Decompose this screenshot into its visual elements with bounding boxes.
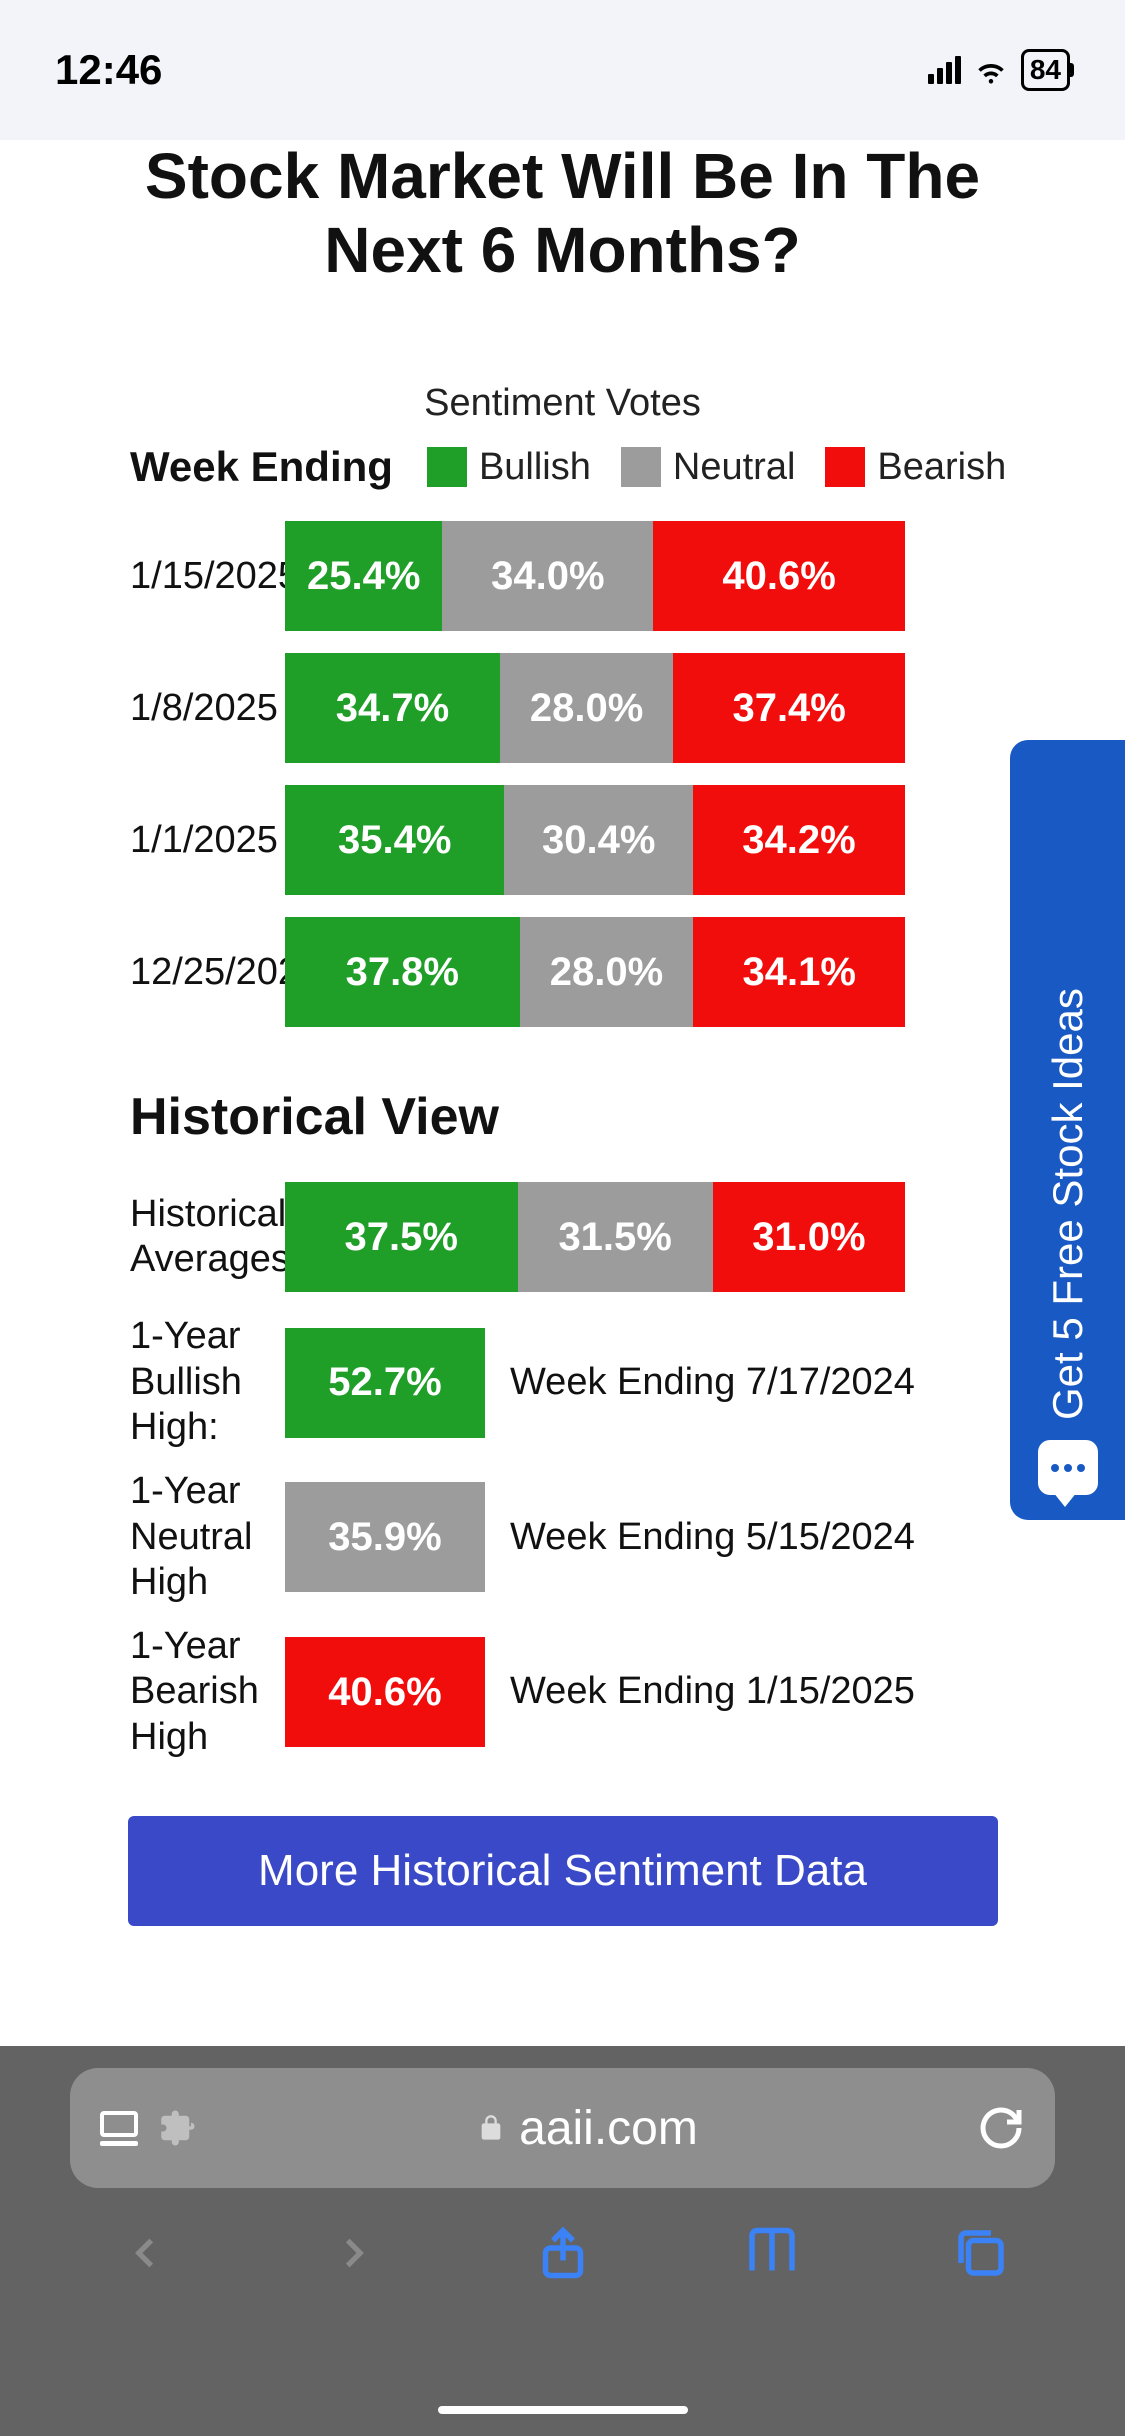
page-title: Stock Market Will Be In The Next 6 Month… bbox=[40, 140, 1085, 327]
bullish-high-value: 52.7% bbox=[285, 1328, 485, 1438]
bearish-segment: 40.6% bbox=[653, 521, 905, 631]
neutral-high-label: 1-Year Neutral High bbox=[40, 1469, 285, 1606]
bullish-segment: 34.7% bbox=[285, 653, 500, 763]
bearish-segment: 31.0% bbox=[713, 1182, 905, 1292]
neutral-segment: 28.0% bbox=[500, 653, 673, 763]
url-text: aaii.com bbox=[519, 2101, 698, 2156]
legend-bearish: Bearish bbox=[877, 446, 1006, 489]
more-historical-button[interactable]: More Historical Sentiment Data bbox=[128, 1816, 998, 1926]
url-bar[interactable]: aaii.com bbox=[70, 2068, 1055, 2188]
bearish-segment: 34.1% bbox=[693, 917, 905, 1027]
bullish-high-note: Week Ending 7/17/2024 bbox=[510, 1360, 915, 1406]
status-right: 84 bbox=[928, 49, 1070, 91]
neutral-segment: 31.5% bbox=[518, 1182, 713, 1292]
historical-averages-row: Historical Averages 37.5%31.5%31.0% bbox=[40, 1182, 1085, 1292]
page-content: Stock Market Will Be In The Next 6 Month… bbox=[0, 140, 1125, 1926]
bearish-high-label: 1-Year Bearish High bbox=[40, 1624, 285, 1761]
forward-button[interactable] bbox=[324, 2223, 384, 2283]
bearish-high-value: 40.6% bbox=[285, 1637, 485, 1747]
sentiment-bar: 25.4%34.0%40.6% bbox=[285, 521, 905, 631]
sentiment-row-date: 1/1/2025 bbox=[40, 819, 285, 862]
neutral-high-note: Week Ending 5/15/2024 bbox=[510, 1515, 915, 1561]
bearish-segment: 37.4% bbox=[673, 653, 905, 763]
cellular-signal-icon bbox=[928, 56, 961, 84]
free-stock-ideas-tab[interactable]: Get 5 Free Stock Ideas bbox=[1010, 740, 1125, 1520]
reload-icon[interactable] bbox=[977, 2104, 1025, 2152]
sentiment-bar: 34.7%28.0%37.4% bbox=[285, 653, 905, 763]
neutral-high-row: 1-Year Neutral High 35.9% Week Ending 5/… bbox=[40, 1469, 1085, 1606]
legend-neutral: Neutral bbox=[673, 446, 796, 489]
legend-row: Week Ending Bullish Neutral Bearish bbox=[40, 443, 1085, 491]
sentiment-row: 1/1/202535.4%30.4%34.2% bbox=[40, 785, 1085, 895]
back-button[interactable] bbox=[115, 2223, 175, 2283]
bullish-swatch bbox=[427, 447, 467, 487]
bearish-segment: 34.2% bbox=[693, 785, 905, 895]
neutral-swatch bbox=[621, 447, 661, 487]
bullish-high-label: 1-Year Bullish High: bbox=[40, 1314, 285, 1451]
bookmarks-button[interactable] bbox=[742, 2223, 802, 2283]
neutral-segment: 34.0% bbox=[442, 521, 653, 631]
bullish-high-row: 1-Year Bullish High: 52.7% Week Ending 7… bbox=[40, 1314, 1085, 1451]
bullish-segment: 25.4% bbox=[285, 521, 442, 631]
bearish-high-row: 1-Year Bearish High 40.6% Week Ending 1/… bbox=[40, 1624, 1085, 1761]
status-bar: 12:46 84 bbox=[0, 0, 1125, 140]
sentiment-row-date: 1/8/2025 bbox=[40, 687, 285, 730]
bullish-segment: 35.4% bbox=[285, 785, 504, 895]
legend-bullish: Bullish bbox=[479, 446, 591, 489]
sentiment-row: 12/25/202437.8%28.0%34.1% bbox=[40, 917, 1085, 1027]
neutral-segment: 28.0% bbox=[520, 917, 694, 1027]
status-time: 12:46 bbox=[55, 46, 162, 94]
sentiment-subtitle: Sentiment Votes bbox=[40, 382, 1085, 425]
tabs-button[interactable] bbox=[951, 2223, 1011, 2283]
battery-icon: 84 bbox=[1021, 49, 1070, 91]
battery-level: 84 bbox=[1030, 54, 1061, 86]
bearish-high-note: Week Ending 1/15/2025 bbox=[510, 1669, 915, 1715]
home-indicator[interactable] bbox=[438, 2406, 688, 2414]
browser-toolbar bbox=[0, 2188, 1125, 2283]
neutral-segment: 30.4% bbox=[504, 785, 692, 895]
sentiment-row-date: 12/25/2024 bbox=[40, 951, 285, 994]
sentiment-bar: 35.4%30.4%34.2% bbox=[285, 785, 905, 895]
share-button[interactable] bbox=[533, 2223, 593, 2283]
neutral-high-value: 35.9% bbox=[285, 1482, 485, 1592]
bearish-swatch bbox=[825, 447, 865, 487]
historical-averages-label: Historical Averages bbox=[40, 1192, 285, 1283]
sentiment-row: 1/8/202534.7%28.0%37.4% bbox=[40, 653, 1085, 763]
sentiment-bar: 37.8%28.0%34.1% bbox=[285, 917, 905, 1027]
extensions-icon[interactable] bbox=[156, 2107, 198, 2149]
week-ending-label: Week Ending bbox=[130, 443, 393, 491]
sentiment-row-date: 1/15/2025 bbox=[40, 555, 285, 598]
reader-mode-icon[interactable] bbox=[100, 2111, 138, 2146]
lock-icon bbox=[477, 2110, 505, 2146]
bullish-segment: 37.8% bbox=[285, 917, 520, 1027]
browser-chrome: aaii.com bbox=[0, 2046, 1125, 2436]
wifi-icon bbox=[973, 52, 1009, 88]
side-tab-text: Get 5 Free Stock Ideas bbox=[1044, 765, 1092, 1420]
sentiment-rows: 1/15/202525.4%34.0%40.6%1/8/202534.7%28.… bbox=[40, 521, 1085, 1027]
historical-heading: Historical View bbox=[40, 1087, 1085, 1147]
bullish-segment: 37.5% bbox=[285, 1182, 518, 1292]
sentiment-row: 1/15/202525.4%34.0%40.6% bbox=[40, 521, 1085, 631]
historical-averages-bar: 37.5%31.5%31.0% bbox=[285, 1182, 905, 1292]
chat-icon bbox=[1038, 1440, 1098, 1495]
